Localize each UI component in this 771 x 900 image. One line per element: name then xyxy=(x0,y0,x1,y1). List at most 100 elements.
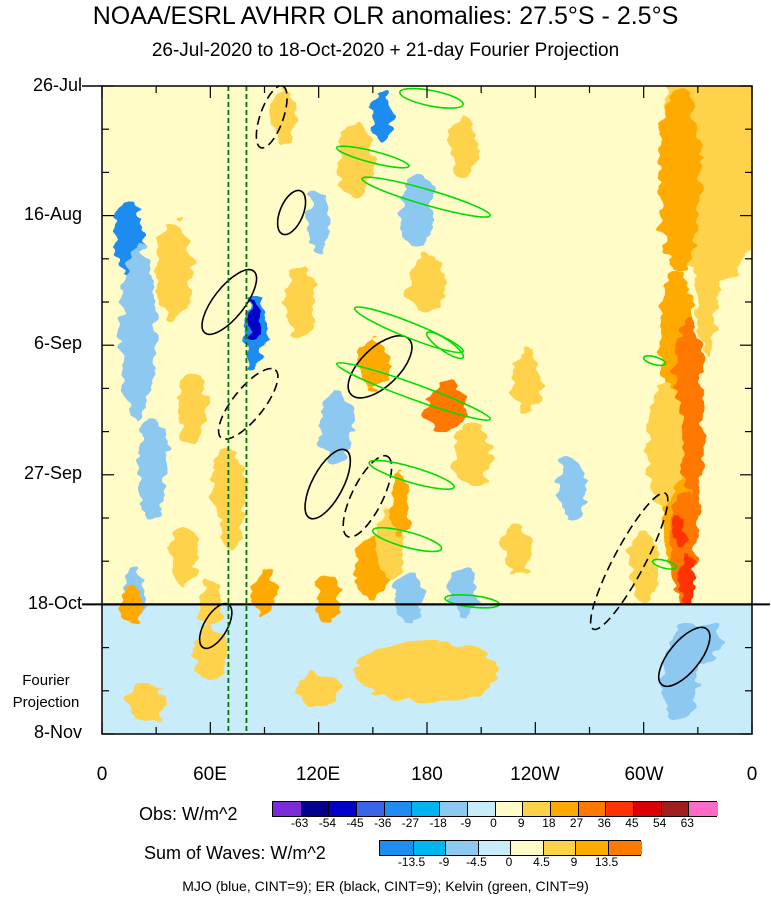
kelvin-contour xyxy=(642,355,667,367)
colorbar-swatch xyxy=(688,802,718,816)
colorbar-tick-label: -18 xyxy=(429,816,447,830)
projection-label-line2: Projection xyxy=(12,694,80,711)
olr-anomaly-area xyxy=(629,530,659,605)
er-contour xyxy=(347,334,413,399)
er-contour xyxy=(201,268,258,336)
olr-anomaly-area xyxy=(372,92,391,142)
er-contour xyxy=(255,86,288,149)
olr-anomaly-area xyxy=(316,573,339,623)
olr-anomaly-area xyxy=(271,86,294,148)
er-contour xyxy=(657,626,711,688)
colorbar-tick-label: 63 xyxy=(680,816,694,830)
obs-colorbar-label: Obs: W/m^2 xyxy=(139,804,238,824)
projection-anomaly-area xyxy=(672,622,724,660)
colorbar-swatch xyxy=(411,802,441,816)
y-tick-label: 18-Oct xyxy=(27,593,82,613)
colorbar-tick-label: 13.5 xyxy=(594,855,619,869)
olr-anomaly-area xyxy=(448,116,478,179)
y-tick-label: 8-Nov xyxy=(33,722,82,742)
olr-anomaly-area xyxy=(423,382,467,432)
colorbar-swatch xyxy=(356,802,386,816)
colorbar-swatch xyxy=(445,841,479,855)
olr-anomaly-area xyxy=(677,555,697,605)
colorbar-tick-label: 54 xyxy=(652,816,667,830)
waves-colorbar xyxy=(379,840,642,856)
olr-anomaly-area xyxy=(307,190,330,253)
y-tick-label: 6-Sep xyxy=(33,333,82,353)
colorbar-swatch xyxy=(439,802,469,816)
colorbar-tick-label: 9 xyxy=(517,816,525,830)
olr-anomaly-area xyxy=(120,246,157,420)
colorbar-swatch xyxy=(380,841,413,855)
obs-colorbar xyxy=(272,801,718,817)
colorbar-tick-label: -63 xyxy=(291,816,309,830)
colorbar-swatch xyxy=(660,802,690,816)
kelvin-contour xyxy=(371,526,443,553)
projection-anomaly-area xyxy=(354,641,500,704)
colorbar-tick-label: -27 xyxy=(401,816,420,830)
colorbar-tick-label: -13.5 xyxy=(397,855,426,869)
chart-title: NOAA/ESRL AVHRR OLR anomalies: 27.5°S - … xyxy=(92,2,679,30)
projection-anomaly-area xyxy=(129,684,166,722)
olr-anomaly-area xyxy=(253,567,276,617)
kelvin-contour xyxy=(353,306,464,354)
colorbar-swatch xyxy=(466,802,496,816)
x-tick-label: 120W xyxy=(510,764,560,785)
olr-anomaly-area xyxy=(399,172,437,247)
colorbar-swatch xyxy=(575,841,609,855)
olr-anomaly-area xyxy=(248,302,260,340)
colorbar-swatch xyxy=(477,841,512,855)
olr-anomaly-area xyxy=(358,339,388,389)
olr-anomaly-area xyxy=(177,369,207,444)
colorbar-swatch xyxy=(412,841,447,855)
colorbar-swatch xyxy=(549,802,580,816)
colorbar-swatch xyxy=(605,802,635,816)
olr-anomaly-area xyxy=(408,252,446,315)
colorbar-swatch xyxy=(383,802,413,816)
kelvin-contour xyxy=(399,87,464,109)
colorbar-swatch xyxy=(510,841,544,855)
olr-anomaly-area xyxy=(557,456,586,518)
colorbar-swatch xyxy=(522,802,552,816)
olr-anomaly-area xyxy=(168,524,198,586)
x-tick-label: 0 xyxy=(746,764,758,785)
olr-anomaly-area xyxy=(389,474,411,537)
olr-anomaly-area xyxy=(647,382,684,506)
kelvin-contour xyxy=(368,459,455,490)
chart-subtitle: 26-Jul-2020 to 18-Oct-2020 + 21-day Four… xyxy=(151,40,620,61)
er-contour xyxy=(342,454,393,538)
colorbar-tick-label: -4.5 xyxy=(466,855,487,869)
colorbar-swatch xyxy=(494,802,524,816)
colorbar-tick-label: 4.5 xyxy=(533,855,550,869)
colorbar-tick-label: -45 xyxy=(346,816,364,830)
y-tick-label: 26-Jul xyxy=(32,75,82,95)
colorbar-tick-label: 27 xyxy=(569,816,584,830)
colorbar-swatch xyxy=(577,802,607,816)
x-tick-label: 60E xyxy=(193,764,227,785)
colorbar-swatch xyxy=(328,802,358,816)
olr-anomaly-area xyxy=(286,264,316,340)
colorbar-tick-label: 0 xyxy=(505,855,513,869)
waves-colorbar-label: Sum of Waves: W/m^2 xyxy=(144,843,326,863)
obs-colorbar-ticks: -63 -54 -45 -36 -27 -18 -9 0 9 18 27 36 45 54 63 xyxy=(272,816,715,832)
colorbar-swatch xyxy=(300,802,330,816)
colorbar-tick-label: -9 xyxy=(460,816,472,830)
colorbar-tick-label: 0 xyxy=(490,816,497,830)
kelvin-contour xyxy=(651,558,678,570)
kelvin-contour xyxy=(335,145,410,169)
y-tick-label: 16-Aug xyxy=(23,204,82,224)
x-tick-label: 0 xyxy=(96,764,108,785)
colorbar-swatch xyxy=(632,802,663,816)
kelvin-contour xyxy=(335,361,492,421)
olr-anomaly-area xyxy=(658,86,702,272)
y-tick-label: 27-Sep xyxy=(23,463,82,483)
waves-colorbar-ticks: -13.5 -9 -4.5 0 4.5 9 13.5 xyxy=(379,855,639,871)
colorbar-tick-label: 45 xyxy=(625,816,639,830)
er-contour xyxy=(589,492,669,631)
olr-anomaly-area xyxy=(336,123,373,198)
er-contour xyxy=(304,448,352,520)
x-tick-label: 180 xyxy=(411,764,443,785)
olr-anomaly-area xyxy=(138,419,167,518)
olr-anomaly-area xyxy=(696,184,718,358)
